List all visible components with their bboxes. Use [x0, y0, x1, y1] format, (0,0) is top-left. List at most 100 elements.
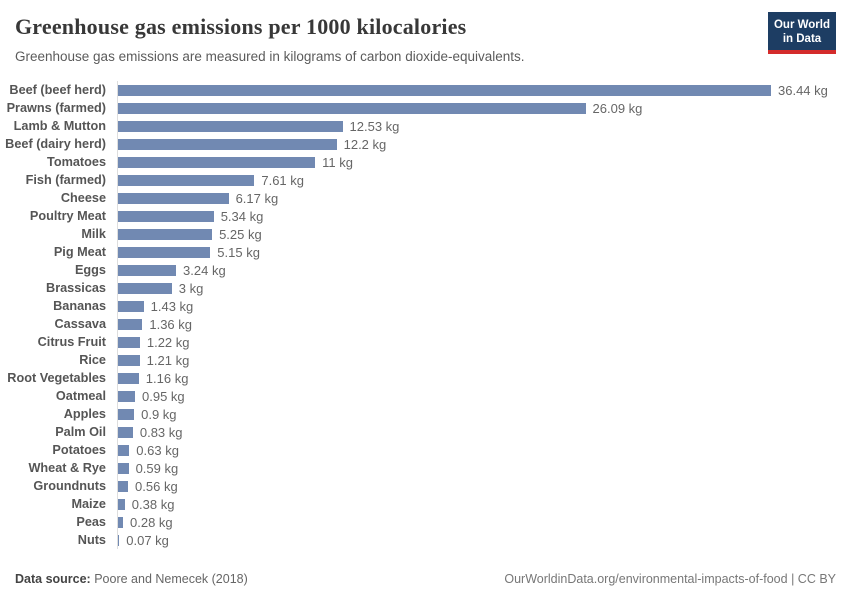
chart-row: Oatmeal 0.95 kg: [0, 387, 850, 405]
bar[interactable]: [118, 264, 177, 276]
bar-category-label: Brassicas: [46, 281, 106, 295]
bar[interactable]: [118, 444, 130, 456]
bar-area: 0.07 kg: [112, 531, 850, 549]
bar[interactable]: [118, 246, 211, 258]
bar-category-label: Tomatoes: [47, 155, 106, 169]
bar[interactable]: [118, 210, 214, 222]
bar[interactable]: [118, 300, 144, 312]
chart-footer: Data source: Poore and Nemecek (2018) Ou…: [15, 572, 836, 586]
bar-category-label: Maize: [71, 497, 106, 511]
bar[interactable]: [118, 84, 771, 96]
bar-area: 5.25 kg: [112, 225, 850, 243]
bar-category-label: Eggs: [74, 263, 106, 277]
bar[interactable]: [118, 228, 213, 240]
bar[interactable]: [118, 534, 120, 546]
chart-row: Nuts 0.07 kg: [0, 531, 850, 549]
bar-area: 0.83 kg: [112, 423, 850, 441]
bar-area: 3 kg: [112, 279, 850, 297]
bar-value-label: 0.83 kg: [139, 424, 183, 440]
bar-area: 1.21 kg: [112, 351, 850, 369]
bar-value-label: 1.22 kg: [146, 334, 190, 350]
bar-value-label: 6.17 kg: [235, 190, 279, 206]
chart-row: Peas 0.28 kg: [0, 513, 850, 531]
bar[interactable]: [118, 462, 129, 474]
chart-rows: Beef (beef herd) 36.44 kg Prawns (farmed) 2…: [0, 81, 850, 549]
bar[interactable]: [118, 318, 143, 330]
bar[interactable]: [118, 354, 140, 366]
bar-area: 26.09 kg: [112, 99, 850, 117]
chart-subtitle: Greenhouse gas emissions are measured in…: [15, 49, 525, 64]
bar-category-label: Wheat & Rye: [28, 461, 106, 475]
owid-logo[interactable]: Our World in Data: [768, 12, 836, 54]
chart-row: Beef (dairy herd) 12.2 kg: [0, 135, 850, 153]
bar-value-label: 1.21 kg: [146, 352, 190, 368]
bar-value-label: 1.43 kg: [150, 298, 194, 314]
bar-value-label: 0.38 kg: [131, 496, 175, 512]
bar[interactable]: [118, 408, 135, 420]
bar-category-label: Groundnuts: [33, 479, 106, 493]
bar-value-label: 26.09 kg: [592, 100, 643, 116]
bar[interactable]: [118, 426, 133, 438]
bar-category-label: Cassava: [54, 317, 107, 331]
bar-category-label: Beef (beef herd): [9, 83, 106, 97]
owid-logo-line2: in Data: [782, 33, 822, 45]
bar-area: 6.17 kg: [112, 189, 850, 207]
bar-category-label: Citrus Fruit: [37, 335, 106, 349]
chart-row: Citrus Fruit 1.22 kg: [0, 333, 850, 351]
bar-area: 12.53 kg: [112, 117, 850, 135]
owid-url-link[interactable]: OurWorldinData.org/environmental-impacts…: [504, 572, 788, 586]
bar[interactable]: [118, 336, 140, 348]
chart-row: Tomatoes 11 kg: [0, 153, 850, 171]
bar-category-label: Oatmeal: [55, 389, 106, 403]
chart-row: Groundnuts 0.56 kg: [0, 477, 850, 495]
bar-area: 0.95 kg: [112, 387, 850, 405]
chart-header: Greenhouse gas emissions per 1000 kiloca…: [0, 0, 850, 64]
bar[interactable]: [118, 192, 229, 204]
owid-logo-line1: Our World: [773, 19, 830, 31]
bar-category-label: Potatoes: [52, 443, 106, 457]
bar-area: 12.2 kg: [112, 135, 850, 153]
bar[interactable]: [118, 498, 125, 510]
chart-row: Milk 5.25 kg: [0, 225, 850, 243]
bar-area: 0.28 kg: [112, 513, 850, 531]
bar[interactable]: [118, 120, 343, 132]
bar[interactable]: [118, 138, 337, 150]
bar-category-label: Prawns (farmed): [6, 101, 106, 115]
bar-area: 0.38 kg: [112, 495, 850, 513]
bar-category-label: Fish (farmed): [25, 173, 106, 187]
bar[interactable]: [118, 174, 255, 186]
bar-category-label: Cheese: [60, 191, 106, 205]
bar[interactable]: [118, 156, 316, 168]
bar-area: 1.16 kg: [112, 369, 850, 387]
footer-separator: |: [787, 572, 798, 586]
bar-area: 5.15 kg: [112, 243, 850, 261]
bar[interactable]: [118, 480, 129, 492]
bar-value-label: 5.15 kg: [217, 244, 260, 260]
bar-value-label: 0.9 kg: [141, 406, 177, 422]
bar-value-label: 5.34 kg: [220, 208, 264, 224]
chart-row: Brassicas 3 kg: [0, 279, 850, 297]
bar-value-label: 0.07 kg: [126, 532, 169, 548]
bar-value-label: 1.36 kg: [149, 316, 193, 332]
bar[interactable]: [118, 282, 172, 294]
chart-row: Lamb & Mutton 12.53 kg: [0, 117, 850, 135]
chart-row: Pig Meat 5.15 kg: [0, 243, 850, 261]
data-source-value: Poore and Nemecek (2018): [94, 572, 248, 586]
chart-row: Maize 0.38 kg: [0, 495, 850, 513]
bar-category-label: Beef (dairy herd): [5, 137, 106, 151]
bar[interactable]: [118, 390, 136, 402]
bar-chart: Beef (beef herd) 36.44 kg Prawns (farmed) 2…: [0, 81, 850, 549]
bar-value-label: 0.28 kg: [130, 514, 173, 530]
chart-row: Rice 1.21 kg: [0, 351, 850, 369]
bar[interactable]: [118, 102, 586, 114]
bar-category-label: Root Vegetables: [7, 371, 106, 385]
bar-value-label: 0.59 kg: [135, 460, 179, 476]
bar-category-label: Poultry Meat: [29, 209, 106, 223]
bar[interactable]: [118, 372, 139, 384]
bar[interactable]: [118, 516, 124, 528]
bar-category-label: Rice: [79, 353, 106, 367]
license-link[interactable]: CC BY: [797, 572, 836, 586]
chart-row: Potatoes 0.63 kg: [0, 441, 850, 459]
chart-row: Bananas 1.43 kg: [0, 297, 850, 315]
